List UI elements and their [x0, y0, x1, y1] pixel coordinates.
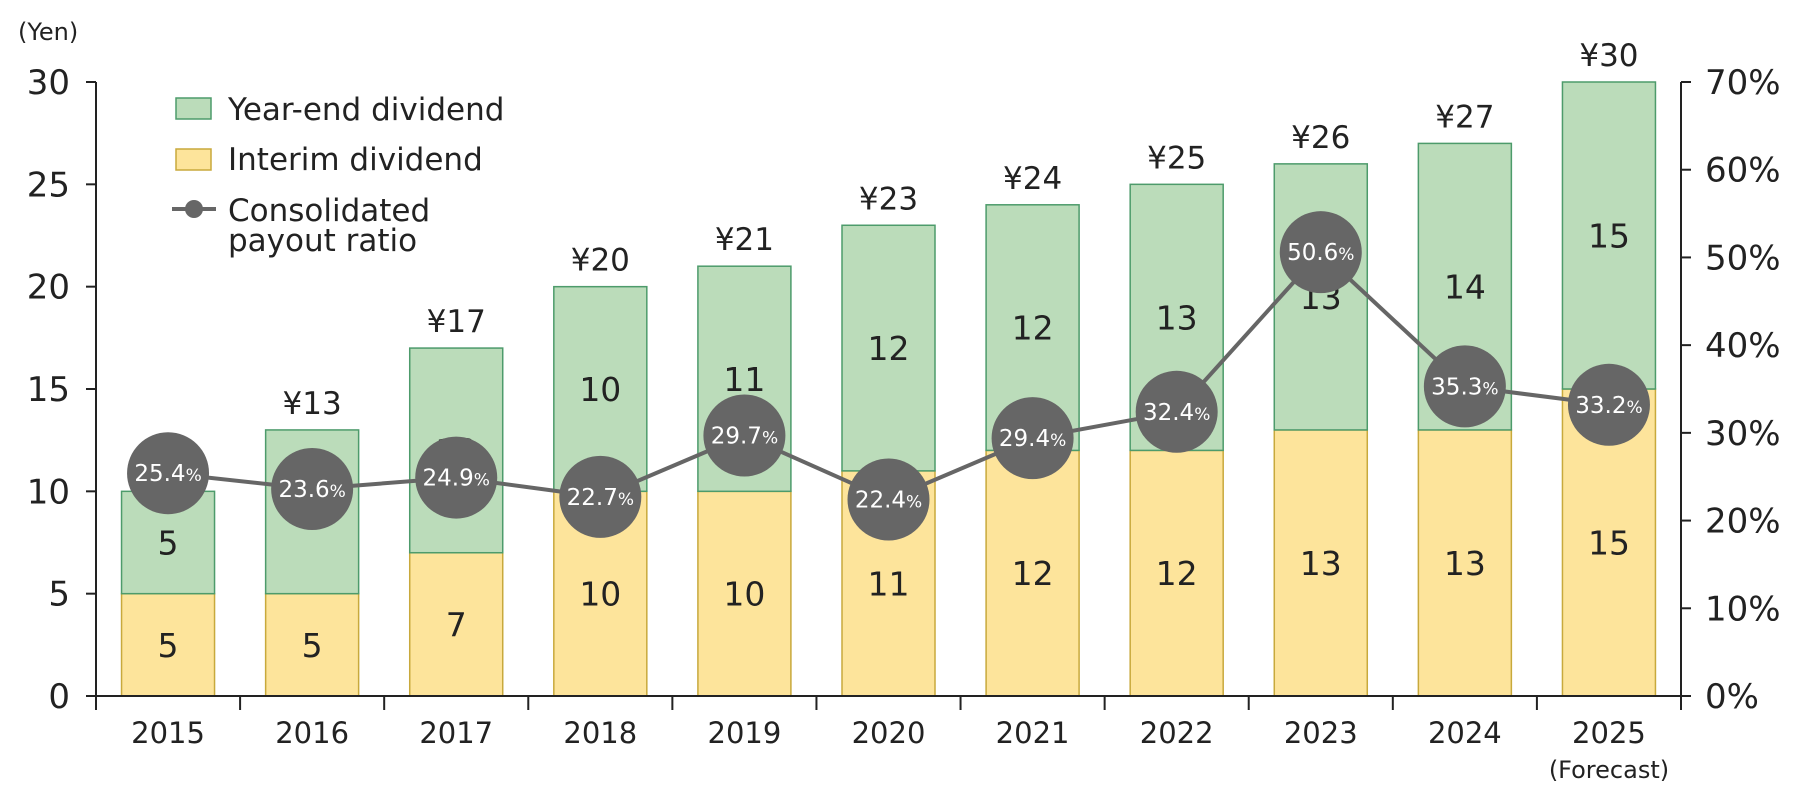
interim-value-label: 10: [723, 575, 765, 614]
year-end-value-label: 14: [1444, 268, 1486, 307]
total-label: ¥26: [1291, 120, 1350, 156]
payout-ratio-label: 33.2%: [1575, 393, 1642, 419]
payout-ratio-label: 25.4%: [134, 461, 201, 487]
legend-label-year-end: Year-end dividend: [227, 92, 504, 128]
y-tick-label: 25: [27, 165, 70, 205]
y-tick-label: 5: [48, 575, 70, 615]
legend-label-interim: Interim dividend: [228, 142, 483, 178]
payout-ratio-label: 29.4%: [999, 426, 1066, 452]
x-tick-label: 2021: [996, 716, 1070, 750]
y2-tick-label: 20%: [1705, 502, 1781, 542]
payout-ratio-marker: [1423, 345, 1506, 428]
payout-ratio-marker: [991, 397, 1074, 480]
interim-value-label: 7: [446, 605, 467, 644]
interim-value-label: 13: [1444, 544, 1486, 583]
total-label: ¥25: [1147, 140, 1206, 176]
x-tick-label: 2020: [852, 716, 926, 750]
total-label: ¥21: [715, 222, 774, 258]
y2-tick-label: 50%: [1705, 238, 1781, 278]
year-end-value-label: 11: [723, 360, 765, 399]
payout-ratio-label: 32.4%: [1143, 400, 1210, 426]
payout-ratio-label: 50.6%: [1287, 240, 1354, 266]
bar-interim: [985, 449, 1080, 697]
y2-tick-label: 30%: [1705, 414, 1781, 454]
payout-ratio-marker: [703, 394, 786, 477]
year-end-value-label: 12: [1012, 309, 1054, 348]
legend-marker-payout: [185, 200, 203, 218]
y2-tick-label: 0%: [1705, 677, 1759, 717]
x-tick-label: 2017: [419, 716, 493, 750]
payout-ratio-marker: [1567, 363, 1650, 446]
bar-year-end: [1561, 81, 1657, 390]
x-tick-label: 2016: [275, 716, 349, 750]
payout-ratio-label: 23.6%: [278, 477, 345, 503]
payout-ratio-marker: [415, 436, 498, 519]
bar-interim: [120, 592, 216, 697]
y2-tick-label: 70%: [1705, 63, 1781, 103]
total-label: ¥13: [283, 386, 342, 422]
bar-year-end: [1273, 163, 1369, 431]
x-tick-label: 2019: [708, 716, 782, 750]
interim-value-label: 15: [1588, 524, 1630, 563]
total-label: ¥20: [571, 243, 630, 279]
payout-ratio-marker: [559, 455, 642, 538]
payout-ratio-marker: [1279, 211, 1362, 294]
year-end-value-label: 13: [1156, 298, 1198, 337]
interim-value-label: 12: [1156, 554, 1198, 593]
legend: Year-end dividend Interim dividend Conso…: [172, 92, 504, 259]
y-tick-label: 15: [27, 370, 70, 410]
total-label: ¥30: [1579, 38, 1638, 74]
x-tick-label: 2018: [563, 716, 637, 750]
payout-ratio-marker: [127, 432, 210, 515]
interim-value-label: 12: [1012, 554, 1054, 593]
payout-ratio-label: 22.4%: [855, 488, 922, 514]
x-tick-note: (Forecast): [1549, 756, 1669, 784]
bar-interim: [1417, 429, 1513, 697]
legend-label-payout-2: payout ratio: [228, 223, 417, 259]
x-tick-label: 2023: [1284, 716, 1358, 750]
interim-value-label: 5: [158, 626, 179, 665]
bar-year-end: [841, 224, 936, 472]
y-tick-label: 30: [27, 63, 70, 103]
interim-value-label: 13: [1300, 544, 1342, 583]
y-tick-label: 0: [48, 677, 70, 717]
payout-ratio-marker: [271, 447, 354, 530]
legend-label-payout-1: Consolidated: [228, 193, 430, 229]
year-end-value-label: 10: [579, 370, 621, 409]
y-tick-label: 20: [27, 268, 70, 308]
payout-ratio-label: 22.7%: [567, 485, 634, 511]
payout-ratio-label: 29.7%: [711, 423, 778, 449]
x-tick-label: 2015: [131, 716, 205, 750]
interim-value-label: 5: [302, 626, 323, 665]
bar-interim: [408, 551, 504, 697]
total-label: ¥17: [427, 304, 486, 340]
total-label: ¥27: [1435, 99, 1494, 135]
payout-ratio-marker: [1135, 370, 1218, 453]
year-end-value-label: 12: [868, 329, 910, 368]
x-tick-label: 2024: [1428, 716, 1502, 750]
x-tick-label: 2022: [1140, 716, 1214, 750]
y-tick-label: 10: [27, 472, 70, 512]
payout-ratio-marker: [847, 458, 930, 541]
legend-swatch-year-end: [175, 97, 212, 120]
bar-interim: [1273, 429, 1369, 697]
year-end-value-label: 5: [158, 524, 179, 563]
y2-tick-label: 60%: [1705, 151, 1781, 191]
y2-tick-label: 10%: [1705, 589, 1781, 629]
total-label: ¥23: [859, 181, 918, 217]
interim-value-label: 11: [868, 564, 910, 603]
payout-ratio-label: 24.9%: [423, 466, 490, 492]
y2-tick-label: 40%: [1705, 326, 1781, 366]
interim-value-label: 10: [579, 575, 621, 614]
legend-swatch-interim: [175, 148, 212, 171]
payout-ratio-label: 35.3%: [1431, 374, 1498, 400]
year-end-value-label: 15: [1588, 217, 1630, 256]
y-unit-label: (Yen): [18, 18, 78, 46]
bar-interim: [1129, 449, 1224, 697]
x-tick-label: 2025: [1572, 716, 1646, 750]
total-label: ¥24: [1003, 161, 1062, 197]
